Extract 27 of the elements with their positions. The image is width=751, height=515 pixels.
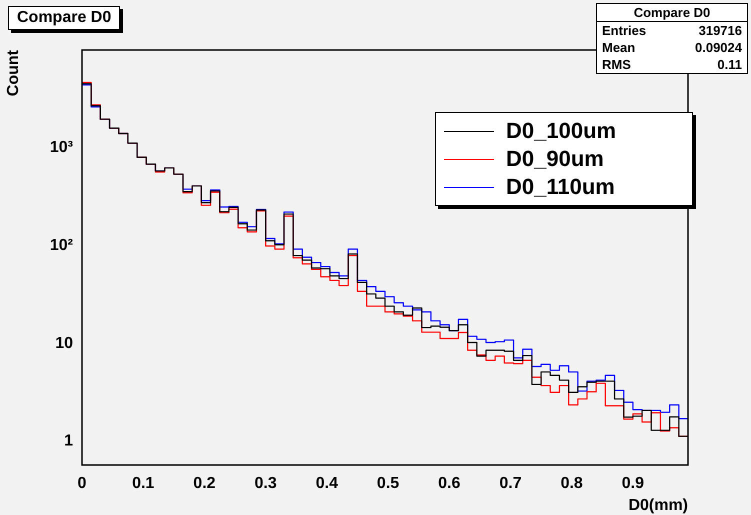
annotation: RMS [602, 57, 631, 72]
text: Compare D0 [597, 4, 747, 22]
x-tick-label: 0 [78, 475, 87, 492]
y-tick-label: 10 [55, 334, 74, 352]
text: 319716 [698, 23, 742, 38]
chart-title: Compare D0 [8, 6, 120, 30]
y-tick-label: 10² [50, 236, 73, 254]
text: Entries [602, 23, 646, 38]
x-tick-label: 0.3 [254, 475, 277, 492]
legend-label: D0_90um [506, 146, 604, 172]
legend-label: D0_100um [506, 118, 616, 144]
y-axis-title: Count [5, 49, 22, 96]
x-tick-label: 0.2 [193, 475, 216, 492]
x-tick-label: 0.5 [376, 475, 400, 492]
x-axis-title: D0(mm) [628, 496, 688, 514]
x-tick-label: 0.4 [316, 475, 338, 492]
annotation: Mean [602, 40, 636, 55]
x-tick-label: 0.8 [560, 475, 583, 492]
x-tick-label: 0.9 [622, 475, 644, 492]
x-tick-label: 0.7 [499, 475, 522, 492]
x-tick-label: 0.6 [438, 475, 460, 492]
legend-label: D0_110um [506, 174, 615, 200]
text: 0.11 [717, 57, 742, 72]
text: 0.09024 [695, 40, 742, 55]
y-tick-label: 1 [64, 432, 74, 450]
y-tick-label: 10³ [50, 139, 73, 156]
x-tick-label: 0.1 [132, 475, 154, 492]
